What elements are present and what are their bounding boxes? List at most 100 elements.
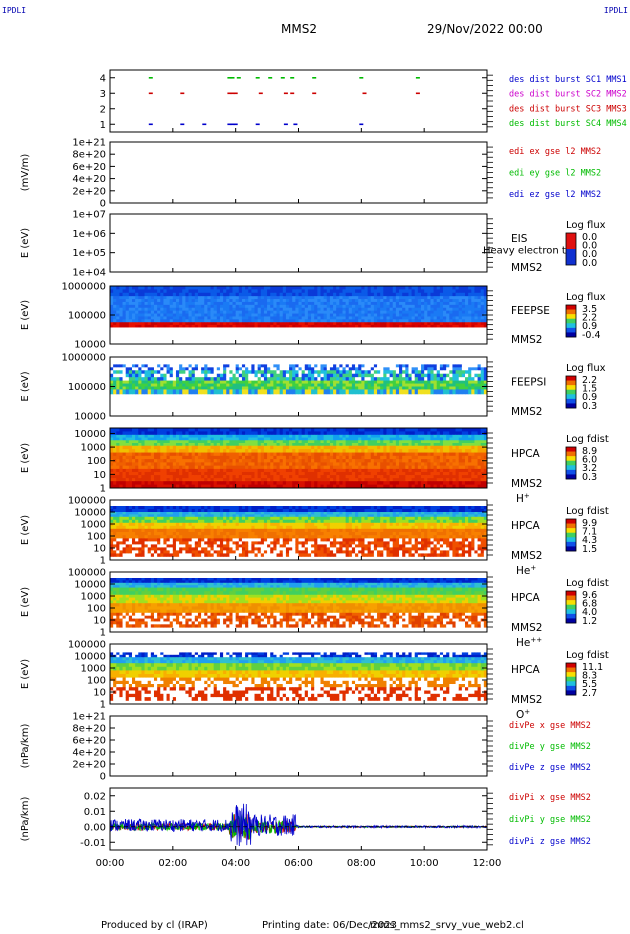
heatmap-cell [364,330,369,334]
heatmap-cell [175,316,180,320]
heatmap-cell [153,443,158,447]
heatmap-cell [153,389,158,395]
heatmap-cell [169,332,174,337]
heatmap-cell [125,304,130,309]
heatmap-cell [188,443,193,447]
heatmap-cell [219,449,224,453]
heatmap-cell [295,440,299,444]
heatmap-cell [314,389,318,395]
heatmap-cell [443,440,447,444]
heatmap-cell [323,296,328,300]
heatmap-cell [216,335,221,339]
heatmap-cell [216,434,221,438]
heatmap-cell [194,377,199,381]
heatmap-cell [433,292,438,297]
heatmap-cell [163,377,167,381]
heatmap-cell [355,386,359,390]
heatmap-cell [213,462,218,467]
heatmap-cell [389,380,394,384]
y-tick-label: 0 [100,199,106,210]
heatmap-cell [110,437,114,441]
heatmap-cell [204,431,208,436]
heatmap-cell [320,437,325,441]
heatmap-cell [465,383,469,387]
heatmap-cell [219,440,224,444]
heatmap-cell [386,301,391,306]
heatmap-cell [367,383,372,387]
heatmap-cell [317,327,321,331]
heatmap-cell [326,316,331,320]
heatmap-cell [417,445,422,450]
heatmap-cell [229,289,233,294]
heatmap-cell [273,304,277,309]
heatmap-cell [471,304,475,309]
heatmap-cell [329,296,334,300]
heatmap-cell [119,304,123,309]
heatmap-cell [125,301,130,306]
heatmap-cell [116,322,120,326]
heatmap-cell [122,292,127,297]
heatmap-cell [386,431,391,436]
heatmap-cell [197,313,202,317]
heatmap-cell [298,301,303,306]
heatmap-cell [285,465,290,470]
heatmap-cell [446,443,450,447]
heatmap-cell [295,332,299,337]
heatmap-cell [219,386,224,390]
heatmap-cell [204,313,208,317]
heatmap-cell [219,296,224,300]
heatmap-cell [370,380,375,384]
heatmap-cell [194,440,199,444]
heatmap-cell [468,338,472,342]
heatmap-cell [323,383,328,387]
heatmap-cell [392,434,397,438]
heatmap-cell [333,428,337,432]
heatmap-cell [421,373,425,378]
heatmap-cell [342,373,347,378]
heatmap-cell [449,286,453,290]
heatmap-cell [260,437,265,441]
heatmap-cell [326,389,331,395]
heatmap-cell [439,299,444,303]
heatmap-cell [389,338,394,342]
heatmap-cell [169,330,174,334]
heatmap-cell [263,319,268,323]
heatmap-cell [449,292,453,297]
heatmap-cell [436,296,441,300]
heatmap-cell [471,341,475,345]
heatmap-cell [279,327,284,331]
heatmap-cell [373,431,378,436]
heatmap-cell [364,386,369,390]
heatmap-cell [185,449,189,453]
burst-mark [283,123,288,126]
heatmap-cell [216,289,221,294]
heatmap-cell [188,449,193,453]
heatmap-cell [163,322,167,326]
heatmap-cell [326,299,331,303]
heatmap-cell [270,459,274,463]
heatmap-cell [279,313,284,317]
heatmap-cell [370,373,375,378]
heatmap-cell [150,307,155,312]
heatmap-cell [276,431,281,436]
heatmap-cell [424,307,428,312]
heatmap-cell [364,319,369,323]
heatmap-cell [223,465,227,470]
heatmap-cell [166,335,171,339]
heatmap-cell [229,428,233,432]
heatmap-cell [163,335,167,339]
heatmap-cell [301,304,306,309]
heatmap-cell [483,445,488,450]
heatmap-cell [474,324,478,328]
heatmap-cell [185,428,189,432]
heatmap-cell [201,327,205,331]
heatmap-cell [414,310,419,314]
heatmap-cell [355,296,359,300]
heatmap-cell [405,327,409,331]
heatmap-cell [153,286,158,290]
heatmap-cell [213,307,218,312]
heatmap-cell [150,434,155,438]
heatmap-cell [185,431,189,436]
heatmap-cell [351,364,356,368]
heatmap-cell [480,386,485,390]
